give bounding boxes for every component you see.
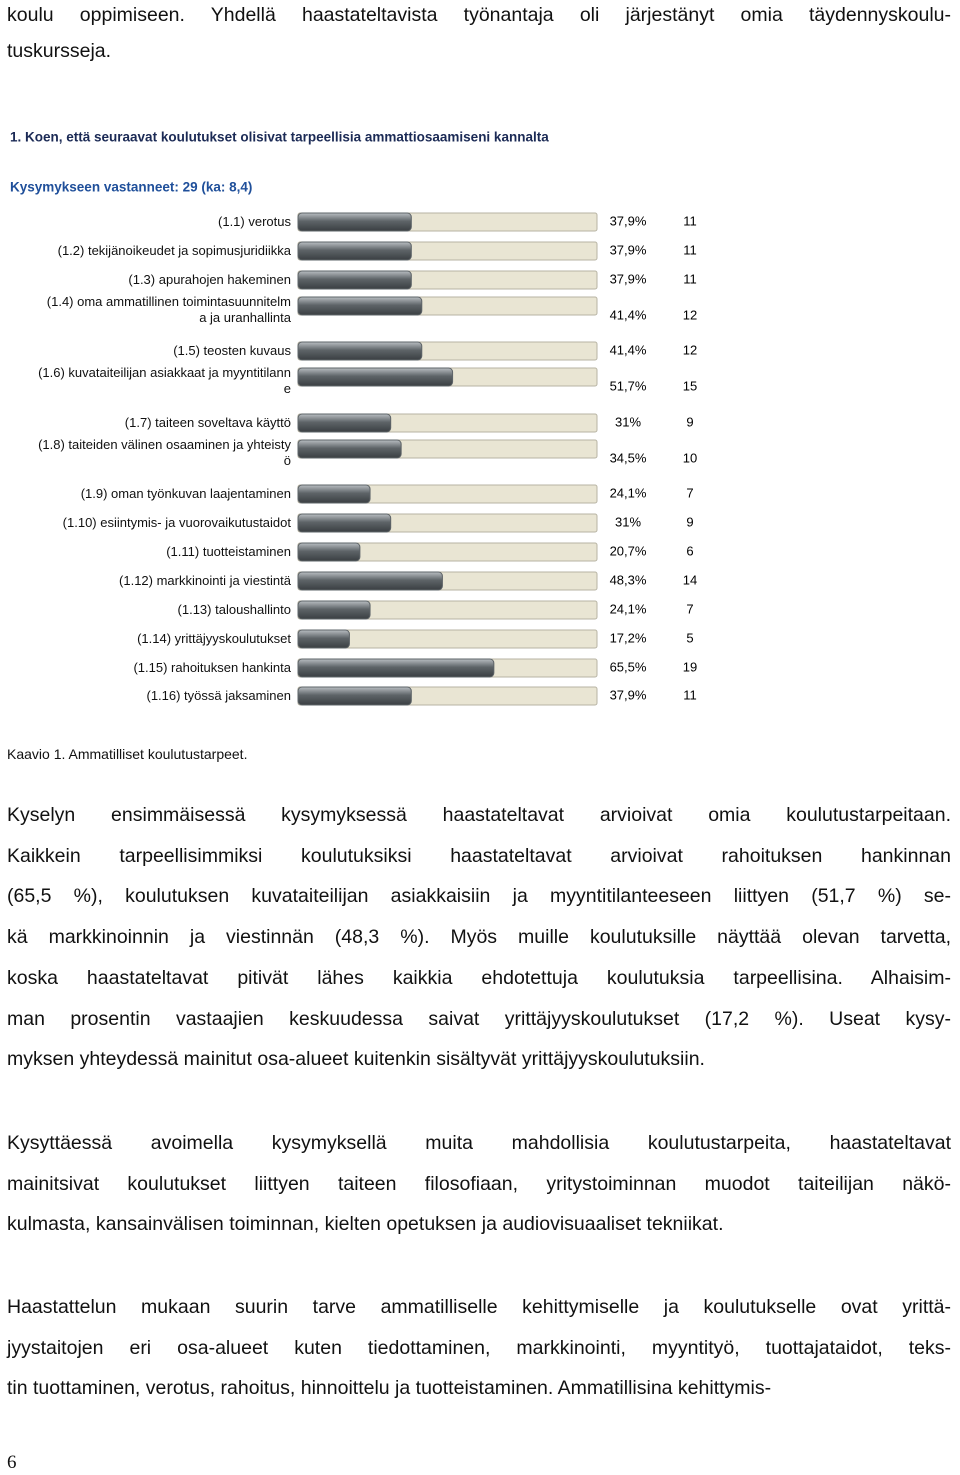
count-label: 12 (683, 342, 697, 357)
count-label: 11 (683, 687, 697, 702)
bar (297, 439, 402, 459)
value-label: 34,5% (610, 450, 647, 465)
value-label: 20,7% (610, 543, 647, 558)
bar (297, 571, 443, 591)
category-label: (1.15) rahoituksen hankinta (133, 660, 291, 675)
category-label: (1.1) verotus (218, 214, 291, 229)
bar (297, 513, 392, 533)
bar (297, 241, 412, 261)
count-label: 10 (683, 450, 697, 465)
text-line: Kysyttäessä avoimella kysymyksellä muita… (7, 1132, 951, 1154)
value-label: 37,9% (610, 242, 647, 257)
text-line: kulmasta, kansainvälisen toiminnan, kiel… (7, 1213, 724, 1236)
count-label: 7 (686, 601, 693, 616)
value-label: 31% (615, 414, 641, 429)
count-label: 9 (686, 514, 693, 529)
category-label: (1.4) oma ammatillinen toimintasuunnitel… (46, 294, 291, 325)
category-label: (1.14) yrittäjyyskoulutukset (137, 631, 291, 646)
bar (297, 341, 423, 361)
category-label: (1.16) työssä jaksaminen (146, 688, 291, 703)
text-line: myksen yhteydessä mainitut osa-alueet ku… (7, 1048, 705, 1071)
count-label: 19 (683, 659, 697, 674)
category-label: (1.5) teosten kuvaus (173, 343, 291, 358)
category-label: (1.12) markkinointi ja viestintä (119, 573, 291, 588)
chart-svg: 1. Koen, että seuraavat koulutukset olis… (6, 120, 712, 718)
category-label: (1.8) taiteiden välinen osaaminen ja yht… (38, 437, 291, 468)
value-label: 65,5% (610, 659, 647, 674)
bar (297, 270, 412, 290)
value-label: 48,3% (610, 572, 647, 587)
category-label: (1.11) tuotteistaminen (166, 544, 291, 559)
value-label: 37,9% (610, 213, 647, 228)
text-line: koulu oppimiseen. Yhdellä haastateltavis… (7, 4, 951, 26)
bar (297, 296, 423, 316)
category-label: (1.13) taloushallinto (177, 602, 291, 617)
bar (297, 600, 371, 620)
category-label: (1.9) oman työnkuvan laajentaminen (80, 486, 291, 501)
count-label: 5 (686, 630, 693, 645)
chart: 1. Koen, että seuraavat koulutukset olis… (6, 120, 712, 718)
count-label: 15 (683, 378, 697, 393)
category-label: (1.10) esiintymis- ja vuorovaikutustaido… (62, 515, 291, 530)
value-label: 17,2% (610, 630, 647, 645)
text-line: jyystaitojen eri osa-alueet kuten tiedot… (7, 1336, 951, 1359)
bar (297, 658, 495, 678)
chart-title: 1. Koen, että seuraavat koulutukset olis… (10, 130, 549, 145)
bar (297, 367, 454, 387)
text-line: tuskursseja. (7, 40, 112, 62)
count-label: 11 (683, 242, 697, 257)
caption: Kaavio 1. Ammatilliset koulutustarpeet. (7, 746, 248, 762)
bar (297, 413, 392, 433)
page-number: 6 (7, 1452, 17, 1473)
text-line: man prosentin vastaajien keskuudessa sai… (7, 1007, 951, 1030)
text-line: tin tuottaminen, verotus, rahoitus, hinn… (7, 1377, 772, 1400)
value-label: 24,1% (610, 485, 647, 500)
count-label: 7 (686, 485, 693, 500)
count-label: 11 (683, 271, 697, 286)
text-line: Kyselyn ensimmäisessä kysymyksessä haast… (7, 804, 951, 826)
chart-subtitle: Kysymykseen vastanneet: 29 (ka: 8,4) (10, 180, 252, 195)
category-label: (1.2) tekijänoikeudet ja sopimusjuridiik… (57, 243, 291, 258)
count-label: 11 (683, 213, 697, 228)
count-label: 14 (683, 572, 697, 587)
category-label: (1.3) apurahojen hakeminen (128, 272, 291, 287)
value-label: 41,4% (610, 342, 647, 357)
text-line: mainitsivat koulutukset liittyen taiteen… (7, 1172, 951, 1195)
text-line: koska haastateltavat pitivät lähes kaikk… (7, 966, 951, 989)
bar (297, 484, 371, 504)
text-line: (65,5 %), koulutuksen kuvataiteilijan as… (7, 885, 951, 908)
bar (297, 686, 412, 706)
text-line: Haastattelun mukaan suurin tarve ammatil… (7, 1296, 951, 1318)
value-label: 24,1% (610, 601, 647, 616)
value-label: 31% (615, 514, 641, 529)
value-label: 37,9% (610, 271, 647, 286)
text-line: Kaikkein tarpeellisimmiksi koulutuksiksi… (7, 844, 951, 867)
count-label: 6 (686, 543, 693, 558)
bar (297, 212, 412, 232)
bar (297, 542, 361, 562)
count-label: 9 (686, 414, 693, 429)
category-label: (1.6) kuvataiteilijan asiakkaat ja myynt… (38, 365, 291, 396)
text-line: kä markkinoinnin ja viestinnän (48,3 %).… (7, 926, 951, 949)
value-label: 41,4% (610, 307, 647, 322)
value-label: 51,7% (610, 378, 647, 393)
value-label: 37,9% (610, 687, 647, 702)
category-label: (1.7) taiteen soveltava käyttö (124, 415, 291, 430)
count-label: 12 (683, 307, 697, 322)
bar (297, 629, 350, 649)
